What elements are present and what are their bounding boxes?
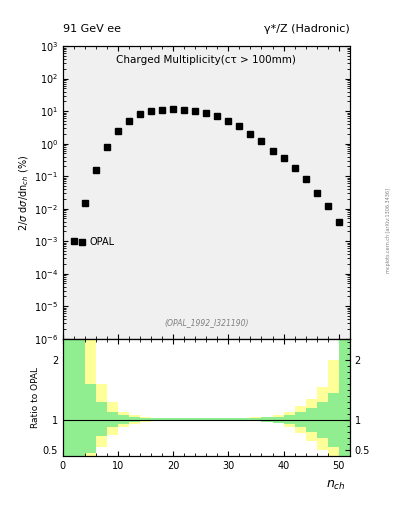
OPAL bbox=[325, 203, 330, 209]
OPAL bbox=[336, 219, 341, 225]
Bar bbox=[173, 418, 184, 421]
Bar bbox=[295, 413, 306, 427]
Bar bbox=[162, 418, 173, 421]
Bar bbox=[228, 418, 239, 421]
Text: (OPAL_1992_I321190): (OPAL_1992_I321190) bbox=[164, 318, 249, 327]
Bar bbox=[63, 338, 74, 456]
Bar bbox=[173, 418, 184, 421]
OPAL bbox=[138, 111, 143, 117]
Text: mcplots.cern.ch [arXiv:1306.3436]: mcplots.cern.ch [arXiv:1306.3436] bbox=[386, 188, 391, 273]
Bar bbox=[118, 415, 129, 424]
Text: γ*/Z (Hadronic): γ*/Z (Hadronic) bbox=[264, 25, 350, 34]
Bar bbox=[228, 418, 239, 421]
OPAL bbox=[116, 127, 120, 134]
Bar bbox=[96, 383, 107, 446]
Bar bbox=[96, 402, 107, 436]
Bar bbox=[306, 399, 317, 441]
OPAL bbox=[259, 138, 264, 144]
Bar bbox=[206, 418, 217, 421]
Bar bbox=[63, 338, 74, 456]
Bar bbox=[217, 418, 228, 421]
Bar bbox=[129, 417, 140, 422]
Bar bbox=[107, 413, 118, 427]
Bar bbox=[295, 407, 306, 433]
Bar bbox=[85, 338, 96, 456]
Bar bbox=[261, 417, 272, 422]
Bar bbox=[151, 418, 162, 421]
Bar bbox=[217, 418, 228, 421]
Legend: OPAL: OPAL bbox=[74, 233, 119, 251]
OPAL bbox=[94, 167, 98, 174]
OPAL bbox=[193, 108, 198, 114]
Text: 91 GeV ee: 91 GeV ee bbox=[63, 25, 121, 34]
OPAL bbox=[127, 118, 131, 124]
Bar bbox=[140, 418, 151, 421]
Bar bbox=[339, 338, 350, 456]
Bar bbox=[306, 408, 317, 432]
Bar bbox=[74, 338, 85, 456]
OPAL bbox=[160, 106, 165, 113]
Bar bbox=[239, 418, 250, 421]
X-axis label: $n_{ch}$: $n_{ch}$ bbox=[325, 479, 345, 492]
Bar bbox=[284, 415, 295, 424]
OPAL bbox=[270, 148, 275, 154]
OPAL bbox=[248, 131, 253, 137]
OPAL bbox=[204, 110, 209, 116]
Bar bbox=[317, 387, 328, 450]
Bar bbox=[129, 415, 140, 424]
OPAL bbox=[314, 190, 319, 196]
Bar bbox=[272, 415, 284, 423]
OPAL bbox=[292, 165, 297, 171]
Bar bbox=[140, 417, 151, 422]
Bar bbox=[328, 359, 339, 456]
Bar bbox=[206, 418, 217, 421]
Bar bbox=[107, 402, 118, 435]
Bar bbox=[239, 418, 250, 421]
OPAL bbox=[105, 144, 109, 150]
Bar bbox=[85, 383, 96, 453]
OPAL bbox=[83, 200, 87, 206]
Bar bbox=[339, 338, 350, 456]
Y-axis label: Ratio to OPAL: Ratio to OPAL bbox=[31, 367, 40, 428]
Bar bbox=[284, 412, 295, 427]
OPAL bbox=[72, 238, 76, 244]
Bar bbox=[184, 418, 195, 421]
Line: OPAL: OPAL bbox=[71, 106, 342, 244]
OPAL bbox=[303, 176, 308, 182]
Bar bbox=[195, 418, 206, 421]
Text: Charged Multiplicity(cτ > 100mm): Charged Multiplicity(cτ > 100mm) bbox=[116, 55, 296, 65]
OPAL bbox=[171, 106, 176, 112]
Bar bbox=[261, 417, 272, 422]
Bar bbox=[151, 418, 162, 421]
OPAL bbox=[149, 108, 154, 114]
Bar bbox=[250, 418, 261, 421]
Bar bbox=[250, 417, 261, 421]
OPAL bbox=[226, 118, 231, 124]
Bar bbox=[272, 417, 284, 423]
Bar bbox=[184, 418, 195, 421]
OPAL bbox=[281, 155, 286, 161]
Bar bbox=[328, 393, 339, 446]
Bar bbox=[195, 418, 206, 421]
OPAL bbox=[237, 123, 242, 129]
Bar bbox=[118, 413, 129, 427]
Bar bbox=[74, 338, 85, 456]
Bar bbox=[317, 402, 328, 438]
Y-axis label: 2/$\sigma$ d$\sigma$/dn$_{ch}$ (%): 2/$\sigma$ d$\sigma$/dn$_{ch}$ (%) bbox=[17, 154, 31, 230]
OPAL bbox=[215, 113, 220, 119]
OPAL bbox=[182, 106, 187, 113]
Bar bbox=[162, 418, 173, 421]
